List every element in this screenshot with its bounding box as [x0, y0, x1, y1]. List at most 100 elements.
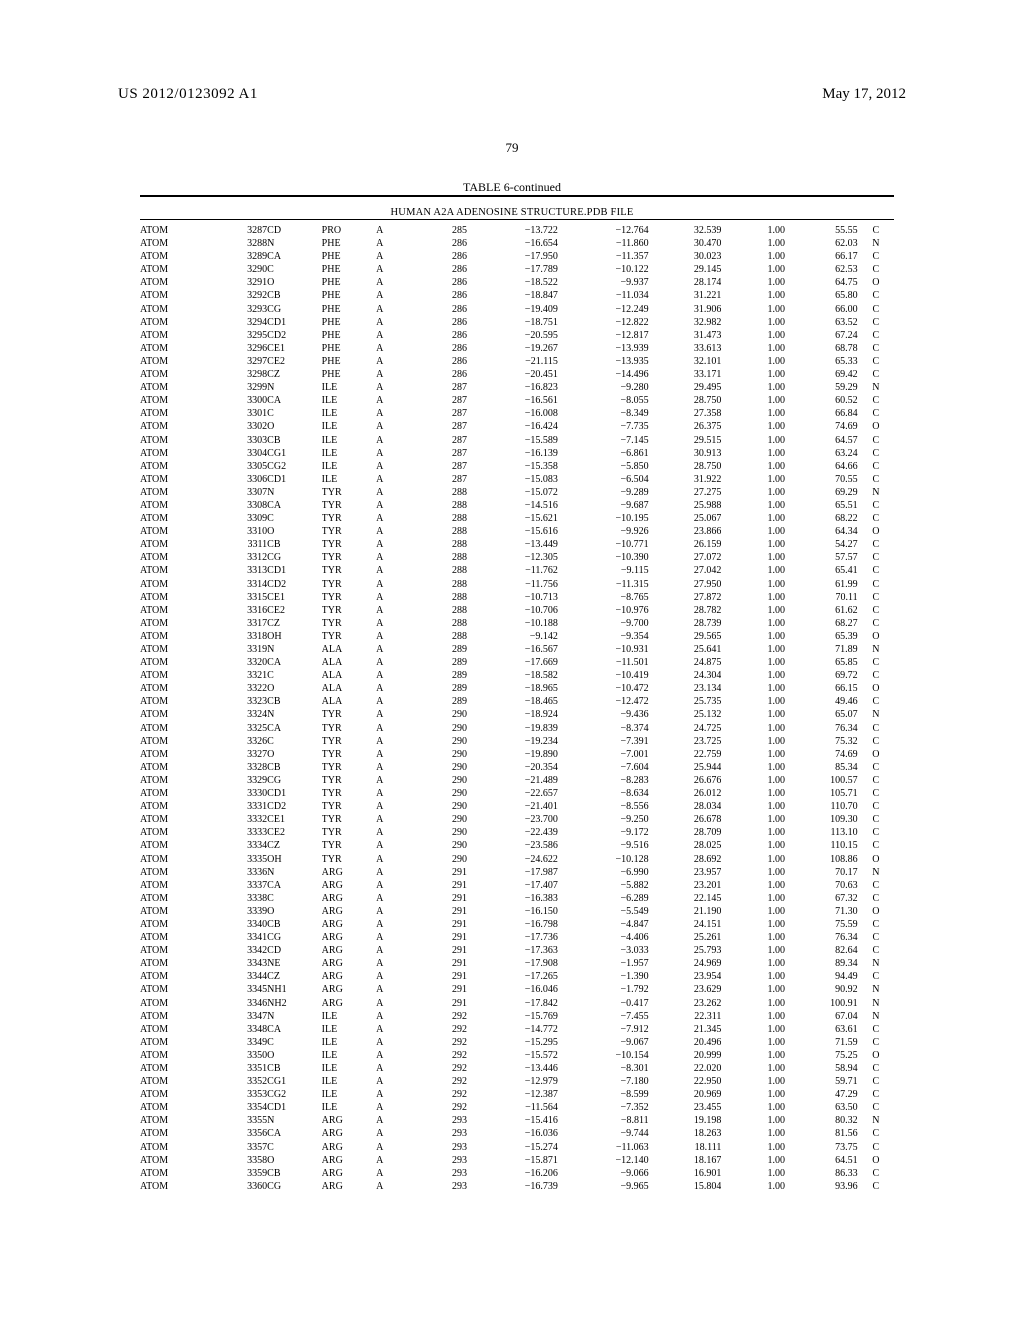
cell: 1.00	[721, 931, 785, 944]
table-row: ATOM3298CZPHEA286−20.451−14.49633.1711.0…	[140, 368, 894, 381]
cell: O	[858, 1049, 894, 1062]
cell: 292	[413, 1049, 468, 1062]
cell: −9.142	[467, 630, 558, 643]
cell: 3302	[213, 420, 268, 433]
cell: A	[376, 486, 412, 499]
cell: 1.00	[721, 735, 785, 748]
cell: CZ	[267, 617, 322, 630]
cell: 288	[413, 512, 468, 525]
cell: 288	[413, 604, 468, 617]
cell: C	[858, 355, 894, 368]
cell: 287	[413, 381, 468, 394]
cell: 74.69	[785, 748, 858, 761]
cell: ATOM	[140, 997, 213, 1010]
cell: 23.629	[649, 983, 722, 996]
cell: ATOM	[140, 1167, 213, 1180]
cell: 3357	[213, 1141, 268, 1154]
cell: 21.190	[649, 905, 722, 918]
cell: ATOM	[140, 905, 213, 918]
table-row: ATOM3288NPHEA286−16.654−11.86030.4701.00…	[140, 237, 894, 250]
cell: −9.115	[558, 564, 649, 577]
cell: 3346	[213, 997, 268, 1010]
cell: 3337	[213, 879, 268, 892]
cell: ILE	[322, 1088, 377, 1101]
cell: 1.00	[721, 748, 785, 761]
cell: 3294	[213, 316, 268, 329]
cell: 287	[413, 407, 468, 420]
cell: C	[858, 735, 894, 748]
cell: PHE	[322, 250, 377, 263]
cell: 290	[413, 826, 468, 839]
cell: C	[858, 892, 894, 905]
cell: −13.722	[467, 224, 558, 237]
cell: A	[376, 1088, 412, 1101]
cell: 27.950	[649, 578, 722, 591]
cell: 65.33	[785, 355, 858, 368]
cell: −9.516	[558, 839, 649, 852]
cell: 3287	[213, 224, 268, 237]
cell: A	[376, 591, 412, 604]
cell: ATOM	[140, 355, 213, 368]
cell: ARG	[322, 997, 377, 1010]
cell: 26.159	[649, 538, 722, 551]
cell: 63.50	[785, 1101, 858, 1114]
cell: 288	[413, 564, 468, 577]
table-row: ATOM3309CTYRA288−15.621−10.19525.0671.00…	[140, 512, 894, 525]
cell: C	[858, 394, 894, 407]
cell: A	[376, 800, 412, 813]
cell: 1.00	[721, 237, 785, 250]
cell: 28.174	[649, 276, 722, 289]
cell: −9.280	[558, 381, 649, 394]
cell: 1.00	[721, 434, 785, 447]
cell: 25.988	[649, 499, 722, 512]
cell: −17.407	[467, 879, 558, 892]
table-row: ATOM3316CE2TYRA288−10.706−10.97628.7821.…	[140, 604, 894, 617]
cell: O	[858, 1154, 894, 1167]
cell: 290	[413, 708, 468, 721]
cell: C	[858, 342, 894, 355]
cell: N	[267, 486, 322, 499]
cell: 1.00	[721, 761, 785, 774]
cell: ATOM	[140, 1114, 213, 1127]
cell: 3317	[213, 617, 268, 630]
cell: 3321	[213, 669, 268, 682]
rule-top	[140, 195, 894, 197]
table-row: ATOM3296CE1PHEA286−19.267−13.93933.6131.…	[140, 342, 894, 355]
cell: 1.00	[721, 578, 785, 591]
cell: A	[376, 1154, 412, 1167]
cell: 1.00	[721, 525, 785, 538]
cell: 22.759	[649, 748, 722, 761]
table-row: ATOM3306CD1ILEA287−15.083−6.50431.9221.0…	[140, 473, 894, 486]
cell: 1.00	[721, 1114, 785, 1127]
cell: C	[858, 970, 894, 983]
cell: 3307	[213, 486, 268, 499]
cell: ILE	[322, 1023, 377, 1036]
cell: 289	[413, 682, 468, 695]
cell: PHE	[322, 329, 377, 342]
table-row: ATOM3302OILEA287−16.424−7.73526.3751.007…	[140, 420, 894, 433]
cell: CD1	[267, 316, 322, 329]
cell: ATOM	[140, 1127, 213, 1140]
cell: ALA	[322, 643, 377, 656]
cell: ARG	[322, 1141, 377, 1154]
cell: −8.599	[558, 1088, 649, 1101]
cell: ATOM	[140, 656, 213, 669]
cell: 30.913	[649, 447, 722, 460]
cell: 3303	[213, 434, 268, 447]
cell: PRO	[322, 224, 377, 237]
cell: 286	[413, 237, 468, 250]
cell: A	[376, 892, 412, 905]
cell: 65.41	[785, 564, 858, 577]
cell: O	[858, 420, 894, 433]
cell: A	[376, 630, 412, 643]
cell: A	[376, 237, 412, 250]
cell: −18.924	[467, 708, 558, 721]
table-row: ATOM3326CTYRA290−19.234−7.39123.7251.007…	[140, 735, 894, 748]
cell: N	[858, 1114, 894, 1127]
cell: 3299	[213, 381, 268, 394]
cell: C	[858, 499, 894, 512]
cell: OH	[267, 853, 322, 866]
table-row: ATOM3343NEARGA291−17.908−1.95724.9691.00…	[140, 957, 894, 970]
cell: 1.00	[721, 669, 785, 682]
cell: 3313	[213, 564, 268, 577]
